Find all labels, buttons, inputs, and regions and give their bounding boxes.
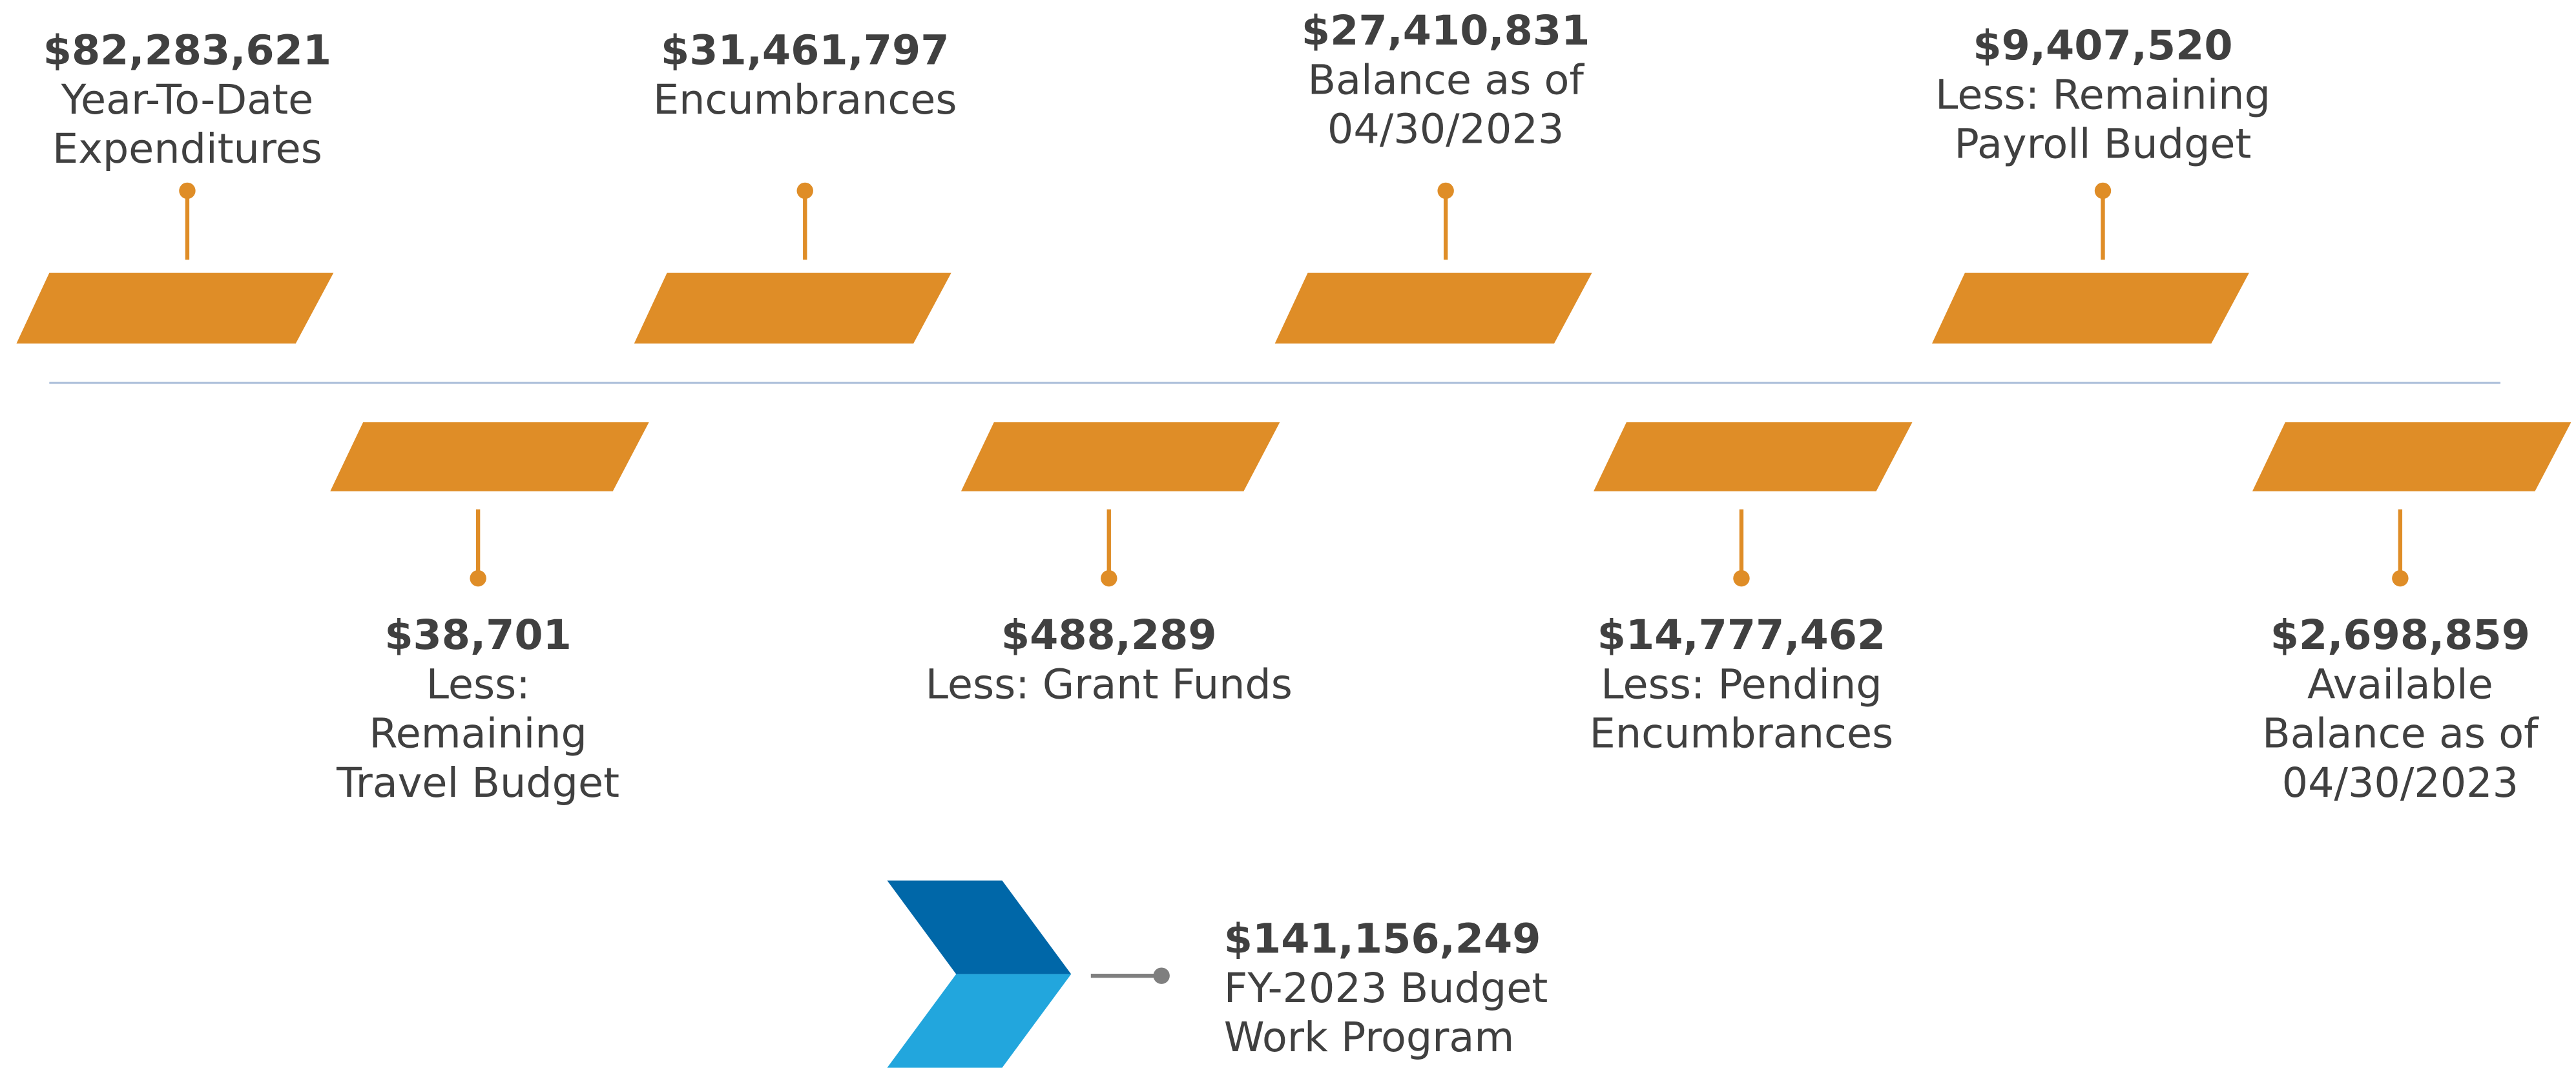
amount: $82,283,621 (43, 26, 331, 74)
budget-label: FY-2023 Budget (1224, 964, 1548, 1012)
label: Less: Remaining (1935, 70, 2270, 118)
amount: $9,407,520 (1973, 21, 2232, 69)
budget-amount: $141,156,249 (1224, 915, 1541, 963)
label: Travel Budget (336, 759, 619, 806)
label: Payroll Budget (1955, 120, 2252, 168)
amount: $14,777,462 (1597, 611, 1885, 659)
amount: $488,289 (1001, 611, 1217, 659)
label: Year-To-Date (61, 76, 314, 123)
pin-dot (1437, 182, 1454, 200)
amount: $31,461,797 (661, 26, 949, 74)
step-shape (2252, 422, 2571, 491)
pin-dot (179, 182, 196, 200)
chevron-bottom (887, 974, 1072, 1068)
label: Encumbrances (653, 76, 957, 123)
label: Expenditures (52, 125, 322, 172)
amount: $38,701 (384, 611, 572, 659)
chevron-top (887, 880, 1072, 974)
pin-dot (1733, 570, 1750, 587)
label: Less: Grant Funds (926, 660, 1293, 708)
pin-dot (1101, 570, 1117, 587)
amount: $27,410,831 (1302, 6, 1590, 54)
amount: $2,698,859 (2270, 611, 2530, 659)
step-shape (634, 272, 951, 344)
pin-dot (796, 182, 813, 200)
budget-label: Work Program (1224, 1013, 1514, 1061)
pin-dot (2392, 570, 2409, 587)
pin-dot (470, 570, 486, 587)
step-shape (1274, 272, 1592, 344)
step-shape (961, 422, 1280, 491)
label: Less: Pending (1601, 660, 1882, 708)
label: Less: (426, 660, 530, 708)
label: 04/30/2023 (2282, 759, 2519, 806)
label: Available (2307, 660, 2493, 708)
step-shape (330, 422, 649, 491)
step-shape (1594, 422, 1913, 491)
label: Balance as of (2262, 710, 2539, 757)
label: Balance as of (1307, 56, 1584, 103)
label: Remaining (369, 710, 587, 757)
step-shape (16, 272, 334, 344)
label: 04/30/2023 (1327, 105, 1564, 153)
pin-dot (2094, 182, 2112, 200)
label: Encumbrances (1590, 710, 1894, 757)
connector-dot (1153, 967, 1170, 984)
step-shape (1932, 272, 2249, 344)
